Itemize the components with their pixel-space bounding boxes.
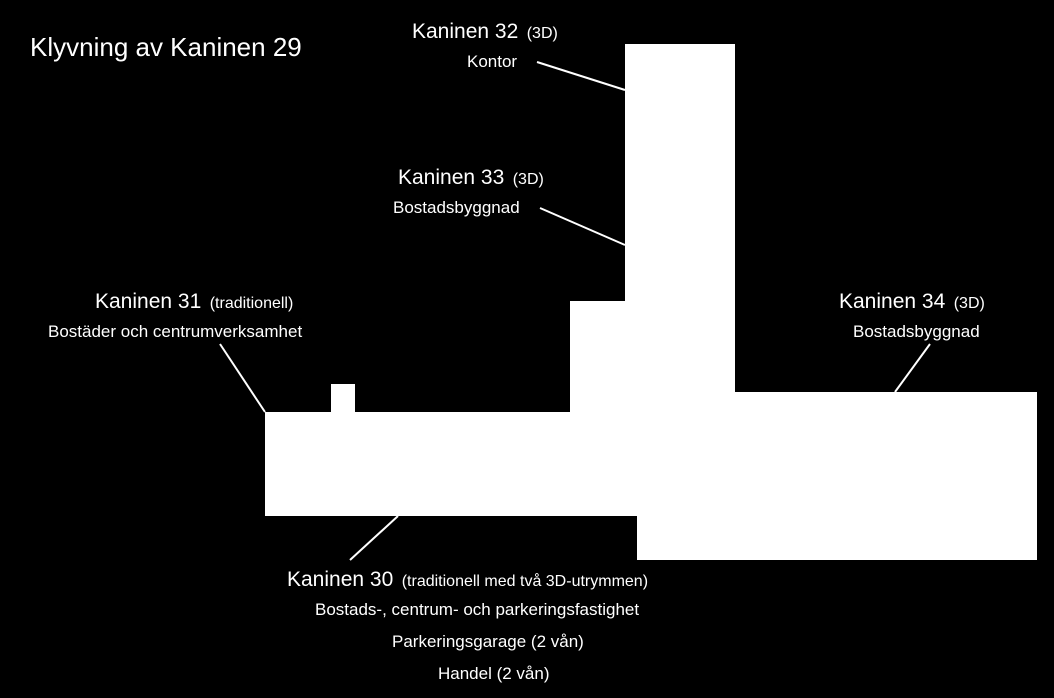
label-type-text: (3D) [527,25,558,42]
label-type-text: (traditionell) [210,295,294,312]
label-name-text: Kaninen 32 [412,20,518,43]
label-kaninen-34-sub1: Bostadsbyggnad [853,322,980,342]
label-kaninen-31-name: Kaninen 31 (traditionell) [95,290,293,314]
label-type-text: (3D) [513,171,544,188]
label-kaninen-32-name: Kaninen 32 (3D) [412,20,558,44]
leader-lines [0,0,1054,698]
leader-line-k31 [220,344,265,412]
label-kaninen-30-sub1: Bostads-, centrum- och parkeringsfastigh… [315,600,639,620]
label-name-text: Kaninen 34 [839,290,945,313]
label-kaninen-33-sub1: Bostadsbyggnad [393,198,520,218]
label-kaninen-30-name: Kaninen 30 (traditionell med två 3D-utry… [287,568,648,592]
leader-line-k34 [895,344,930,392]
label-name-text: Kaninen 33 [398,166,504,189]
label-sub-text: Bostads-, centrum- och parkeringsfastigh… [315,600,639,619]
block-kaninen-30-base [637,412,1037,560]
label-sub-text: Parkeringsgarage (2 vån) [392,632,584,651]
label-sub-text: Kontor [467,52,517,71]
label-kaninen-33-name: Kaninen 33 (3D) [398,166,544,190]
label-kaninen-30-sub2: Parkeringsgarage (2 vån) [392,632,584,652]
label-sub-text: Bostäder och centrumverksamhet [48,322,302,341]
label-kaninen-32-sub1: Kontor [467,52,517,72]
label-kaninen-34-name: Kaninen 34 (3D) [839,290,985,314]
label-type-text: (traditionell med två 3D-utrymmen) [402,573,648,590]
label-name-text: Kaninen 30 [287,568,393,591]
label-name-text: Kaninen 31 [95,290,201,313]
page-title: Klyvning av Kaninen 29 [30,32,302,63]
label-kaninen-30-sub3: Handel (2 vån) [438,664,550,684]
label-sub-text: Handel (2 vån) [438,664,550,683]
leader-line-k33 [540,208,625,245]
block-kaninen-31-main [265,412,637,516]
label-type-text: (3D) [954,295,985,312]
label-sub-text: Bostadsbyggnad [393,198,520,217]
tower-kaninen-32 [625,44,735,412]
block-kaninen-31-bump [331,384,355,412]
title-text: Klyvning av Kaninen 29 [30,32,302,62]
leader-line-k30 [350,516,398,560]
diagram-canvas: Klyvning av Kaninen 29 Kaninen 31 (tradi… [0,0,1054,698]
tower-kaninen-33 [570,301,625,412]
label-sub-text: Bostadsbyggnad [853,322,980,341]
label-kaninen-31-sub1: Bostäder och centrumverksamhet [48,322,302,342]
leader-line-k32 [537,62,625,90]
block-kaninen-34 [735,392,1037,412]
